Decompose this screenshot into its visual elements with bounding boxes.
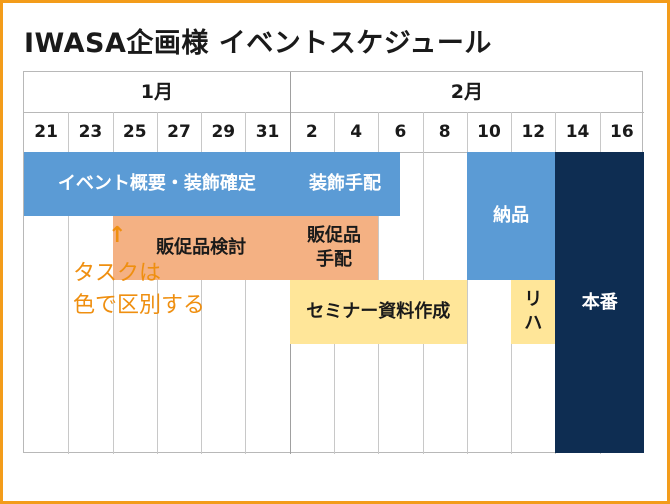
day-label: 8 <box>438 122 451 142</box>
task-label: リハ <box>524 289 543 334</box>
day-column-line <box>466 112 468 454</box>
task-label: 本番 <box>581 291 618 313</box>
task-label: 販促品検討 <box>156 237 247 258</box>
up-arrow-icon: ↑ <box>108 223 127 248</box>
month-label: 1月 <box>140 81 173 103</box>
day-column-line <box>201 112 203 454</box>
task-label: 販促品 手配 <box>306 225 361 270</box>
annotation-line-1: タスクは <box>73 261 162 286</box>
task-bar-delivery: 納品 <box>466 152 556 280</box>
task-bar-promo-order: 販促品 手配 <box>289 216 379 280</box>
annotation-line-2: 色で区別する <box>73 293 206 318</box>
month-label: 2月 <box>450 81 483 103</box>
task-label: セミナー資料作成 <box>306 301 451 322</box>
day-label: 6 <box>394 122 407 142</box>
day-column-line <box>68 112 70 454</box>
task-label: 納品 <box>493 205 530 226</box>
day-label: 31 <box>255 122 280 142</box>
day-label: 23 <box>78 122 103 142</box>
task-bar-promo-review: 販促品検討 <box>112 216 290 280</box>
day-label: 29 <box>211 122 236 142</box>
page-title: IWASA企画様 イベントスケジュール <box>24 28 492 59</box>
day-label: 25 <box>122 122 147 142</box>
day-column-line <box>245 112 247 454</box>
task-label: イベント概要・装飾確定 <box>57 173 256 194</box>
day-label: 21 <box>34 122 58 142</box>
day-label: 2 <box>305 122 318 142</box>
task-bar-seminar: セミナー資料作成 <box>289 280 467 344</box>
task-bar-overview: イベント概要・装飾確定 <box>24 152 290 216</box>
day-label: 16 <box>610 122 634 142</box>
day-label: 14 <box>565 122 590 142</box>
schedule-grid: 1月 2月 21 23 25 27 29 31 2 4 6 8 10 12 14 16 イベント概要・装飾確定 装… <box>23 71 644 454</box>
day-column-line <box>112 112 114 454</box>
task-bar-decoration: 装飾手配 <box>289 152 401 216</box>
day-column-line <box>156 112 158 454</box>
task-bar-rehearsal: リハ <box>511 280 556 344</box>
task-bar-showtime: 本番 <box>555 152 644 453</box>
task-label: 装飾手配 <box>309 173 382 194</box>
day-label: 12 <box>521 122 546 142</box>
day-label: 27 <box>167 122 191 142</box>
annotation-note: タスクは 色で区別する <box>73 258 205 322</box>
day-label: 4 <box>350 122 363 142</box>
day-label: 10 <box>477 122 501 142</box>
